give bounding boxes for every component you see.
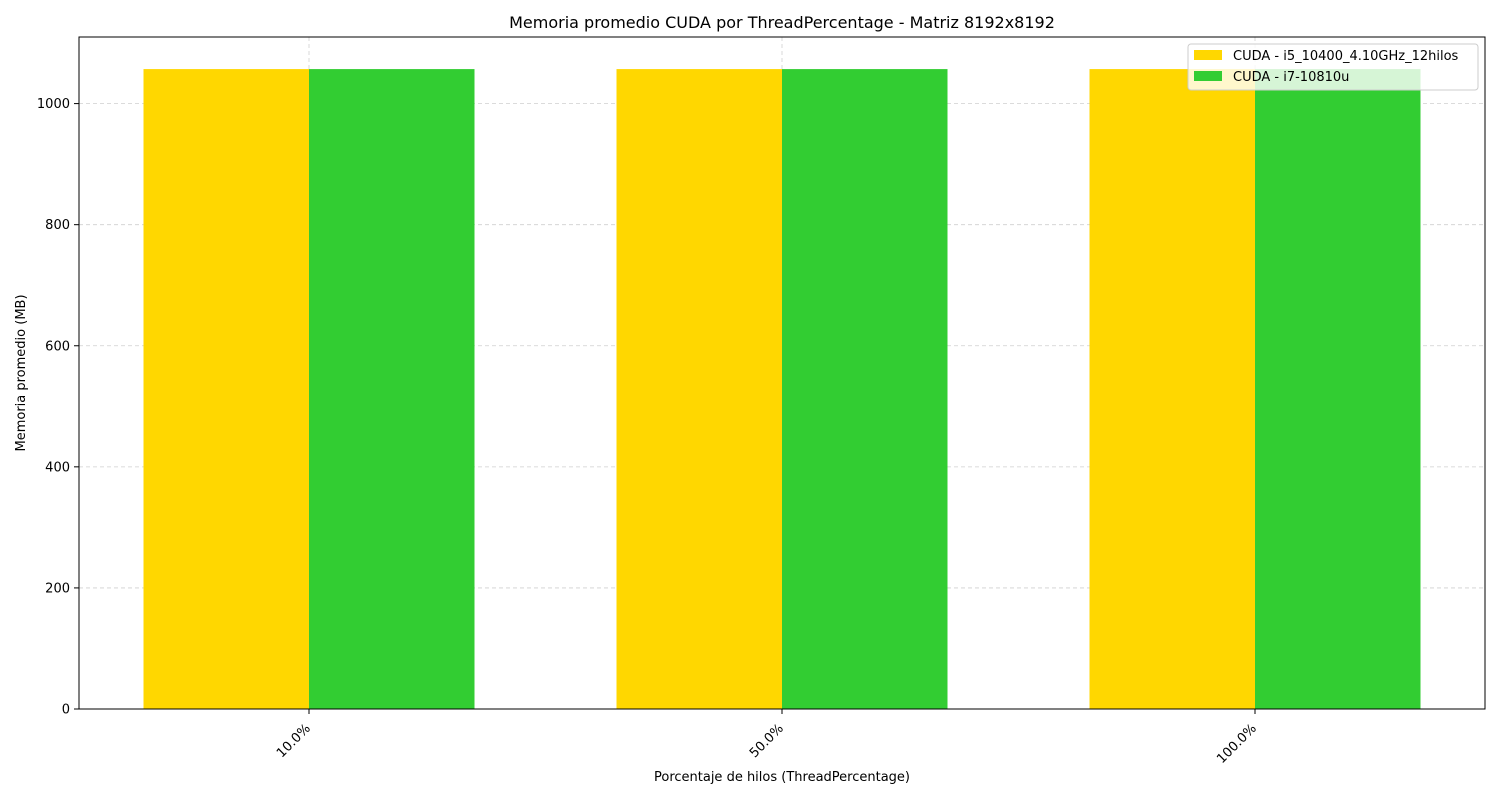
x-tick-label: 100.0% xyxy=(1214,721,1260,767)
y-tick-label: 600 xyxy=(45,339,70,354)
y-tick-label: 400 xyxy=(45,460,70,475)
x-axis: 10.0% 50.0% 100.0% xyxy=(274,709,1260,767)
y-tick-label: 800 xyxy=(45,218,70,233)
y-tick-label: 0 xyxy=(62,703,70,718)
legend-label: CUDA - i7-10810u xyxy=(1233,70,1349,85)
y-tick-label: 1000 xyxy=(37,97,70,112)
chart-title: Memoria promedio CUDA por ThreadPercenta… xyxy=(509,13,1055,32)
x-tick-label: 10.0% xyxy=(274,721,314,761)
bar-i7-1 xyxy=(782,69,948,709)
x-axis-label: Porcentaje de hilos (ThreadPercentage) xyxy=(654,770,910,785)
y-tick-label: 200 xyxy=(45,581,70,596)
x-tick-label: 50.0% xyxy=(747,721,787,761)
legend-swatch xyxy=(1194,71,1222,81)
bar-i7-2 xyxy=(1255,69,1421,709)
y-axis-label: Memoria promedio (MB) xyxy=(14,294,29,451)
bar-i7-0 xyxy=(309,69,475,709)
bars-layer xyxy=(143,69,1421,709)
legend: CUDA - i5_10400_4.10GHz_12hilos CUDA - i7… xyxy=(1187,43,1479,91)
y-axis: 0 200 400 600 800 1000 xyxy=(37,97,79,718)
bar-i5-2 xyxy=(1089,69,1255,709)
bar-i5-1 xyxy=(616,69,782,709)
legend-swatch xyxy=(1194,50,1222,60)
legend-label: CUDA - i5_10400_4.10GHz_12hilos xyxy=(1233,49,1459,64)
bar-i5-0 xyxy=(143,69,309,709)
legend-box xyxy=(1187,43,1479,91)
